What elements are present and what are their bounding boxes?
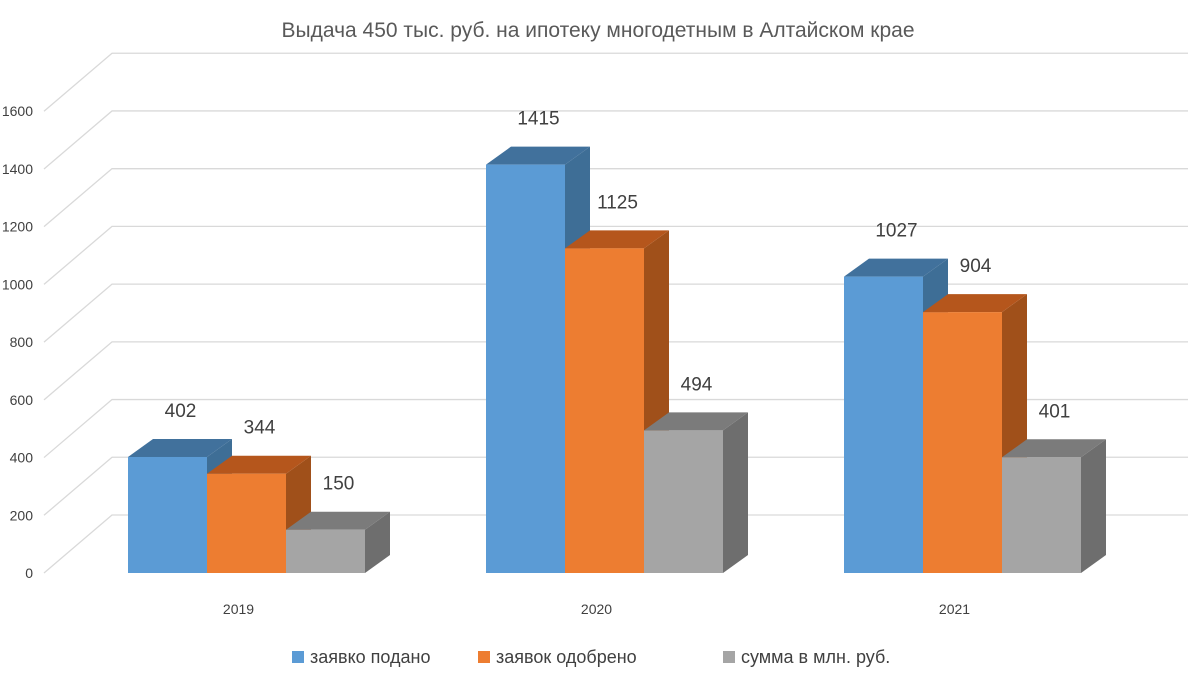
y-tick-label: 0 xyxy=(25,565,33,581)
y-tick-label: 1000 xyxy=(2,276,33,292)
legend-item: заявок одобрено xyxy=(478,647,637,667)
bar-top-face xyxy=(128,438,232,457)
legend-label: заявок одобрено xyxy=(496,647,637,667)
bar-value-label: 401 xyxy=(1039,401,1071,422)
gridline xyxy=(43,514,1188,574)
bar-front-face xyxy=(923,312,1002,573)
legend-item: сумма в млн. руб. xyxy=(723,647,890,667)
bar-front-face xyxy=(286,529,365,573)
bar-top-face xyxy=(644,412,748,431)
bar-front-face xyxy=(565,248,644,573)
bar-2021-2: 401 xyxy=(1002,401,1106,573)
bar-value-label: 1027 xyxy=(875,221,917,242)
bar-series: 402 344 150 1415 1125 494 1027 904 401 xyxy=(128,109,1106,574)
y-tick-label: 400 xyxy=(10,450,34,466)
bar-top-face xyxy=(207,455,311,474)
gridline xyxy=(43,283,1188,343)
gridline xyxy=(43,225,1188,285)
bar-value-label: 1415 xyxy=(517,109,559,130)
bar-front-face xyxy=(644,430,723,573)
y-tick-label: 1200 xyxy=(2,219,33,235)
bar-value-label: 150 xyxy=(323,474,355,495)
legend-label: заявко подано xyxy=(310,647,431,667)
bar-front-face xyxy=(207,473,286,573)
bar-2019-2: 150 xyxy=(286,474,390,573)
bar-front-face xyxy=(128,456,207,573)
gridline xyxy=(43,110,1188,170)
legend-swatch xyxy=(478,651,490,663)
bar-top-face xyxy=(923,294,1027,313)
y-tick-label: 1400 xyxy=(2,161,33,177)
bar-side-face xyxy=(1081,439,1106,573)
y-axis: 0 200 400 600 800 1000 1200 1400 1600 xyxy=(2,103,33,581)
bar-top-face xyxy=(286,511,390,530)
legend-item: заявко подано xyxy=(292,647,431,667)
gridline xyxy=(43,398,1188,459)
chart-title: Выдача 450 тыс. руб. на ипотеку многодет… xyxy=(282,19,915,42)
y-tick-label: 800 xyxy=(10,334,34,350)
bar-value-label: 494 xyxy=(681,374,713,395)
bar-value-label: 1125 xyxy=(597,192,638,213)
bar-top-face xyxy=(486,146,590,165)
gridline xyxy=(43,341,1188,401)
x-axis: 2019 2020 2021 xyxy=(223,601,970,617)
legend-swatch xyxy=(723,651,735,663)
legend-label: сумма в млн. руб. xyxy=(741,647,890,667)
bar-side-face xyxy=(365,511,390,573)
y-tick-label: 600 xyxy=(10,392,34,408)
bar-2020-2: 494 xyxy=(644,374,748,573)
bar-top-face xyxy=(844,258,948,277)
bar-value-label: 344 xyxy=(244,418,276,439)
bar-top-face xyxy=(1002,439,1106,458)
x-category-label: 2020 xyxy=(581,601,612,617)
x-category-label: 2019 xyxy=(223,601,254,617)
bar-value-label: 904 xyxy=(960,256,992,277)
bar-front-face xyxy=(844,276,923,573)
gridline xyxy=(43,168,1188,228)
chart-gridlines xyxy=(43,52,1188,574)
gridline xyxy=(43,52,1188,112)
bar-front-face xyxy=(1002,457,1081,573)
y-tick-label: 200 xyxy=(10,507,34,523)
x-category-label: 2021 xyxy=(939,601,970,617)
chart-legend: заявко подано заявок одобрено сумма в млн.… xyxy=(292,647,890,667)
bar-top-face xyxy=(565,230,669,249)
gridline xyxy=(43,456,1188,516)
bar-value-label: 402 xyxy=(165,401,197,422)
bar-side-face xyxy=(723,412,748,573)
y-tick-label: 1600 xyxy=(2,103,33,119)
legend-swatch xyxy=(292,651,304,663)
bar-front-face xyxy=(486,164,565,574)
